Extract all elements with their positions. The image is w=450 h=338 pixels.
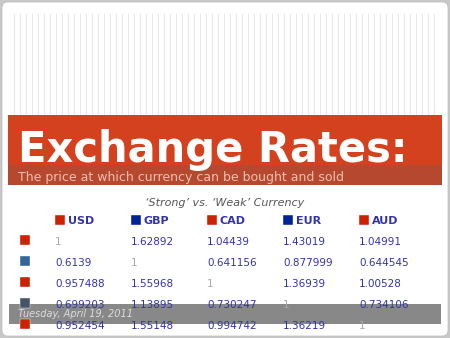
Text: 0.644545: 0.644545 [359,258,409,268]
FancyBboxPatch shape [20,298,30,308]
Text: 1.13895: 1.13895 [131,300,174,310]
Text: 1.55968: 1.55968 [131,279,174,289]
Text: 0.734106: 0.734106 [359,300,409,310]
Text: 1.43019: 1.43019 [283,237,326,247]
Bar [8,165,442,185]
Text: 1: 1 [359,321,365,331]
Text: 1.62892: 1.62892 [131,237,174,247]
Text: 1.36219: 1.36219 [283,321,326,331]
Text: 0.730247: 0.730247 [207,300,256,310]
Text: The price at which currency can be bought and sold: The price at which currency can be bough… [18,171,344,185]
Text: EUR: EUR [296,216,321,226]
Text: CAD: CAD [220,216,246,226]
Text: Tuesday, April 19, 2011: Tuesday, April 19, 2011 [18,309,133,319]
Text: 0.952454: 0.952454 [55,321,104,331]
FancyBboxPatch shape [207,215,217,225]
Text: 0.641156: 0.641156 [207,258,256,268]
FancyBboxPatch shape [131,215,141,225]
Text: USD: USD [68,216,94,226]
Text: 1.36939: 1.36939 [283,279,326,289]
Text: 1.00528: 1.00528 [359,279,402,289]
Text: 1.55148: 1.55148 [131,321,174,331]
Text: 1.04991: 1.04991 [359,237,402,247]
Text: 0.699203: 0.699203 [55,300,104,310]
Text: 1: 1 [283,300,290,310]
Bar [8,115,442,165]
FancyBboxPatch shape [2,2,448,336]
Text: 1.04439: 1.04439 [207,237,250,247]
Text: 0.6139: 0.6139 [55,258,91,268]
Text: 1: 1 [207,279,214,289]
Bar [9,304,441,324]
FancyBboxPatch shape [20,235,30,245]
FancyBboxPatch shape [20,277,30,287]
Text: 1: 1 [55,237,62,247]
FancyBboxPatch shape [20,319,30,329]
FancyBboxPatch shape [55,215,65,225]
Text: AUD: AUD [372,216,399,226]
Text: 0.957488: 0.957488 [55,279,104,289]
FancyBboxPatch shape [20,256,30,266]
Text: 1: 1 [131,258,138,268]
Text: Exchange Rates:: Exchange Rates: [18,129,408,171]
Text: GBP: GBP [144,216,170,226]
FancyBboxPatch shape [283,215,293,225]
Text: ‘Strong’ vs. ‘Weak’ Currency: ‘Strong’ vs. ‘Weak’ Currency [145,198,305,208]
Text: 0.877999: 0.877999 [283,258,333,268]
Text: 0.994742: 0.994742 [207,321,256,331]
FancyBboxPatch shape [359,215,369,225]
